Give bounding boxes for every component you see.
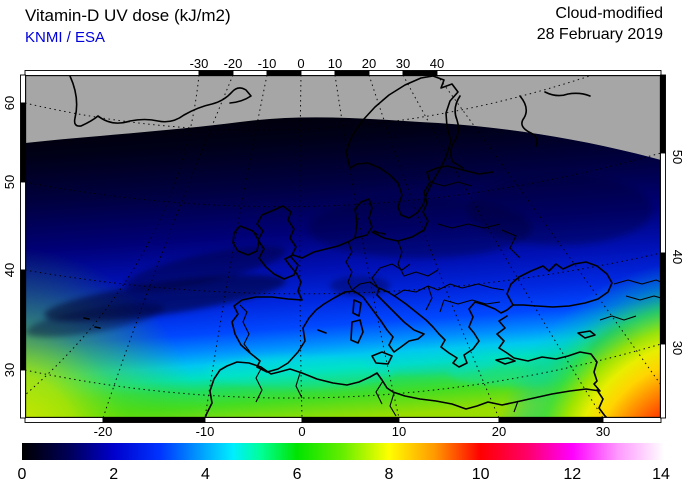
coast-denmark	[354, 198, 386, 239]
mode-label: Cloud-modified	[555, 5, 663, 22]
bottom-axis-label: 10	[392, 424, 406, 439]
top-axis-label: 20	[362, 56, 376, 71]
date-label: 28 February 2019	[536, 26, 663, 43]
top-axis-label: 10	[328, 56, 342, 71]
coast-black-sea	[506, 261, 613, 308]
colorbar-label: 2	[109, 466, 118, 483]
bottom-axis-label: 30	[596, 424, 610, 439]
coast-finland-russia	[449, 91, 591, 169]
top-axis: -30 -20 -10 0 10 20 30 40	[190, 56, 445, 71]
colorbar-label: 14	[652, 466, 670, 483]
map-field	[25, 75, 661, 418]
colorbar-label: 10	[472, 466, 490, 483]
left-axis-label: 60	[2, 96, 17, 110]
coast-mainland	[204, 237, 608, 418]
right-axis-label: 40	[670, 250, 685, 264]
colorbar	[22, 443, 664, 460]
coast-baltic	[371, 165, 494, 242]
top-axis-label: -30	[190, 56, 209, 71]
left-axis-label: 30	[2, 363, 17, 377]
top-axis-label: 0	[297, 56, 304, 71]
colorbar-label: 4	[201, 466, 210, 483]
colorbar-labels: 0 2 4 6 8 10 12 14	[18, 466, 670, 483]
bottom-axis-label: -20	[94, 424, 113, 439]
graticule	[25, 75, 661, 418]
source-credit: KNMI / ESA	[25, 29, 106, 46]
left-axis-label: 50	[2, 175, 17, 189]
right-axis: 50 40 30	[670, 150, 685, 355]
colorbar-label: 12	[563, 466, 581, 483]
bottom-axis-label: -10	[196, 424, 215, 439]
coast-islands	[83, 299, 596, 365]
colorbar-label: 6	[293, 466, 302, 483]
top-axis-label: 40	[430, 56, 444, 71]
top-axis-label: -20	[224, 56, 243, 71]
coast-ireland	[232, 225, 260, 256]
coast-scandinavia	[345, 75, 459, 219]
country-borders	[239, 181, 661, 417]
colorbar-label: 0	[18, 466, 27, 483]
right-axis-label: 50	[670, 150, 685, 164]
top-axis-label: -10	[258, 56, 277, 71]
left-axis-label: 40	[2, 263, 17, 277]
bottom-axis-label: 0	[298, 424, 305, 439]
no-data-region	[25, 75, 661, 160]
bottom-axis-label: 20	[492, 424, 506, 439]
coast-greenland-iceland	[69, 75, 252, 127]
top-axis-label: 30	[396, 56, 410, 71]
coastlines	[69, 75, 613, 418]
left-axis: 60 50 40 30	[2, 96, 17, 377]
right-axis-label: 30	[670, 341, 685, 355]
bottom-axis: -20 -10 0 10 20 30	[94, 424, 611, 439]
frame-tick-bars	[20, 70, 666, 423]
page-title: Vitamin-D UV dose (kJ/m2)	[25, 6, 231, 25]
colorbar-label: 8	[384, 466, 393, 483]
